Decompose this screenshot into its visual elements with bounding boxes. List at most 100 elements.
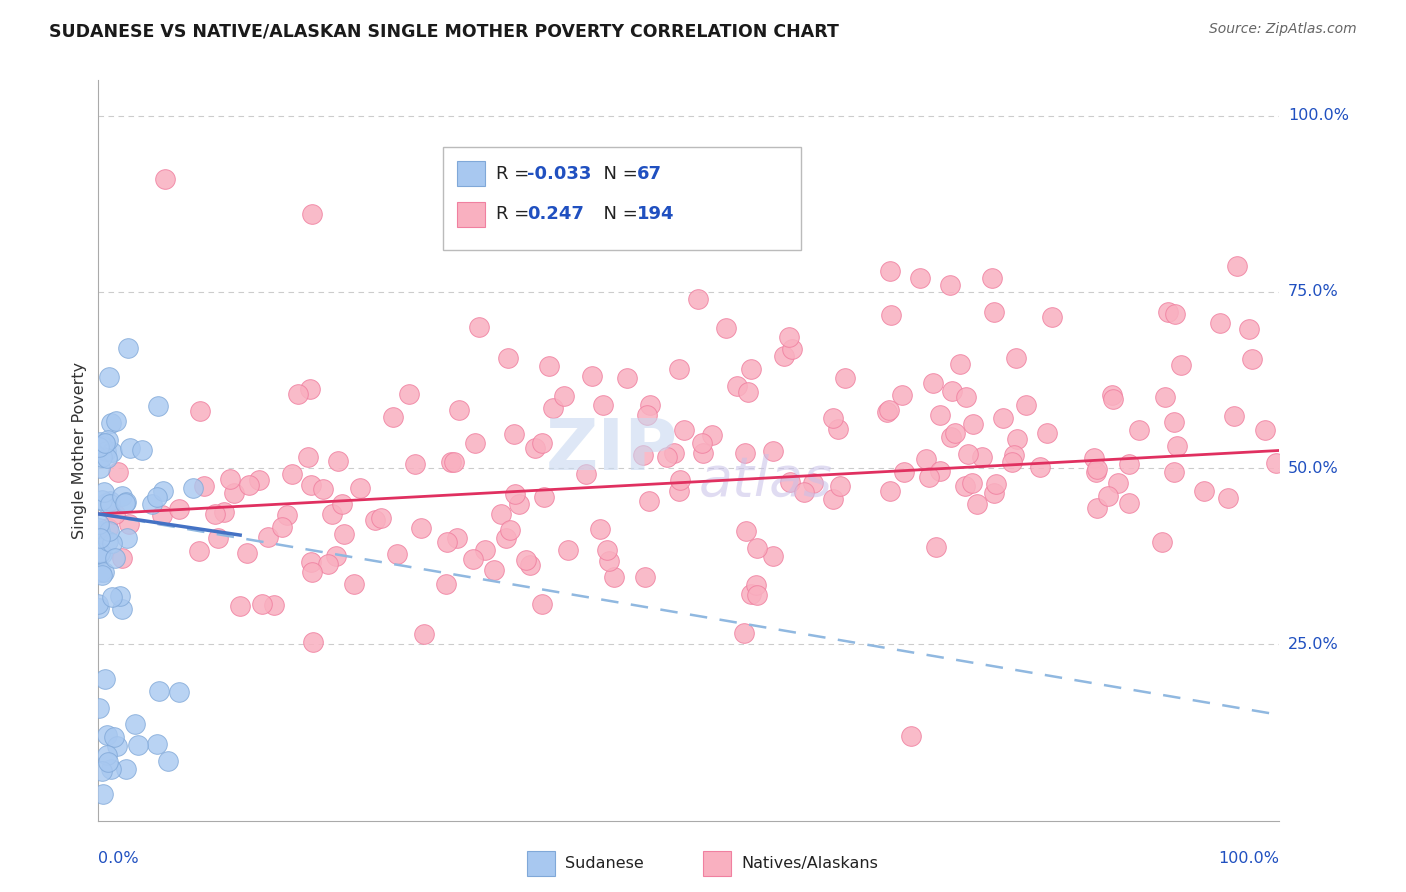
Point (96, 728, 118, 742)
Point (716, 320, 738, 334)
Point (89, 545, 111, 559)
Point (499, 523, 522, 537)
Point (505, 487, 527, 501)
Point (124, 717, 146, 731)
Point (91, 450, 114, 464)
Text: 75.0%: 75.0% (1288, 285, 1339, 300)
Point (97, 370, 120, 384)
Point (692, 446, 714, 460)
Text: N =: N = (592, 165, 644, 183)
Point (89, 435, 111, 450)
Point (98, 497, 121, 511)
Point (598, 554, 620, 568)
Point (302, 634, 325, 648)
Point (640, 398, 662, 412)
Point (105, 739, 128, 754)
Point (1083, 451, 1105, 466)
Point (553, 388, 575, 402)
Point (949, 357, 972, 371)
Y-axis label: Single Mother Poverty: Single Mother Poverty (72, 362, 87, 539)
Point (939, 430, 962, 444)
Point (1101, 387, 1123, 401)
Point (519, 558, 541, 572)
Point (188, 543, 211, 558)
Point (1164, 307, 1187, 321)
Point (207, 531, 229, 545)
Point (880, 308, 903, 322)
Point (893, 465, 915, 479)
Point (1002, 448, 1025, 462)
Point (495, 531, 517, 545)
Point (87, 700, 110, 714)
Point (634, 570, 657, 584)
Point (917, 470, 939, 484)
Point (669, 473, 692, 487)
Point (98, 524, 121, 538)
Point (115, 495, 138, 509)
Point (104, 550, 127, 565)
Point (449, 402, 471, 417)
Point (96, 747, 118, 762)
Point (104, 507, 127, 521)
Point (803, 476, 825, 491)
Text: -0.033: -0.033 (527, 165, 592, 183)
Point (97, 521, 120, 535)
Point (772, 350, 794, 364)
Point (991, 411, 1014, 425)
Point (411, 520, 433, 534)
Point (152, 483, 174, 498)
Point (830, 479, 852, 493)
Point (94, 444, 117, 458)
Point (1005, 433, 1028, 447)
Point (533, 491, 555, 505)
Text: 0.247: 0.247 (527, 205, 583, 223)
Point (733, 626, 755, 640)
Point (1154, 390, 1177, 404)
Point (1265, 456, 1288, 470)
Point (779, 475, 801, 489)
Point (148, 684, 170, 698)
Point (966, 497, 988, 511)
Point (93, 566, 115, 580)
Point (543, 401, 565, 416)
Point (167, 685, 190, 699)
Point (287, 386, 309, 401)
Point (250, 597, 273, 611)
Point (93, 435, 115, 450)
Point (515, 553, 537, 567)
Point (879, 484, 901, 499)
Point (100, 416, 122, 430)
Point (321, 508, 343, 522)
Text: 100.0%: 100.0% (1219, 851, 1279, 866)
Point (745, 541, 768, 555)
Point (657, 450, 679, 464)
Point (1085, 500, 1108, 515)
Point (668, 484, 690, 499)
Point (91, 492, 114, 507)
Point (299, 556, 322, 570)
Point (89, 546, 111, 560)
Point (111, 551, 134, 566)
Point (382, 409, 405, 424)
Point (443, 455, 465, 469)
Point (212, 505, 235, 519)
Point (673, 423, 696, 437)
Point (167, 501, 190, 516)
Point (364, 513, 387, 527)
Point (941, 384, 963, 398)
Point (955, 479, 977, 493)
Point (110, 589, 132, 603)
Point (575, 467, 598, 482)
Point (762, 549, 785, 563)
Point (962, 417, 984, 431)
Text: 100.0%: 100.0% (1288, 108, 1348, 123)
Text: 194: 194 (637, 205, 675, 223)
Point (983, 486, 1005, 500)
Point (745, 588, 768, 602)
Point (93, 787, 115, 801)
Point (120, 442, 142, 456)
Point (436, 577, 458, 591)
Point (87, 517, 110, 532)
Point (385, 547, 408, 561)
Point (1085, 462, 1108, 476)
